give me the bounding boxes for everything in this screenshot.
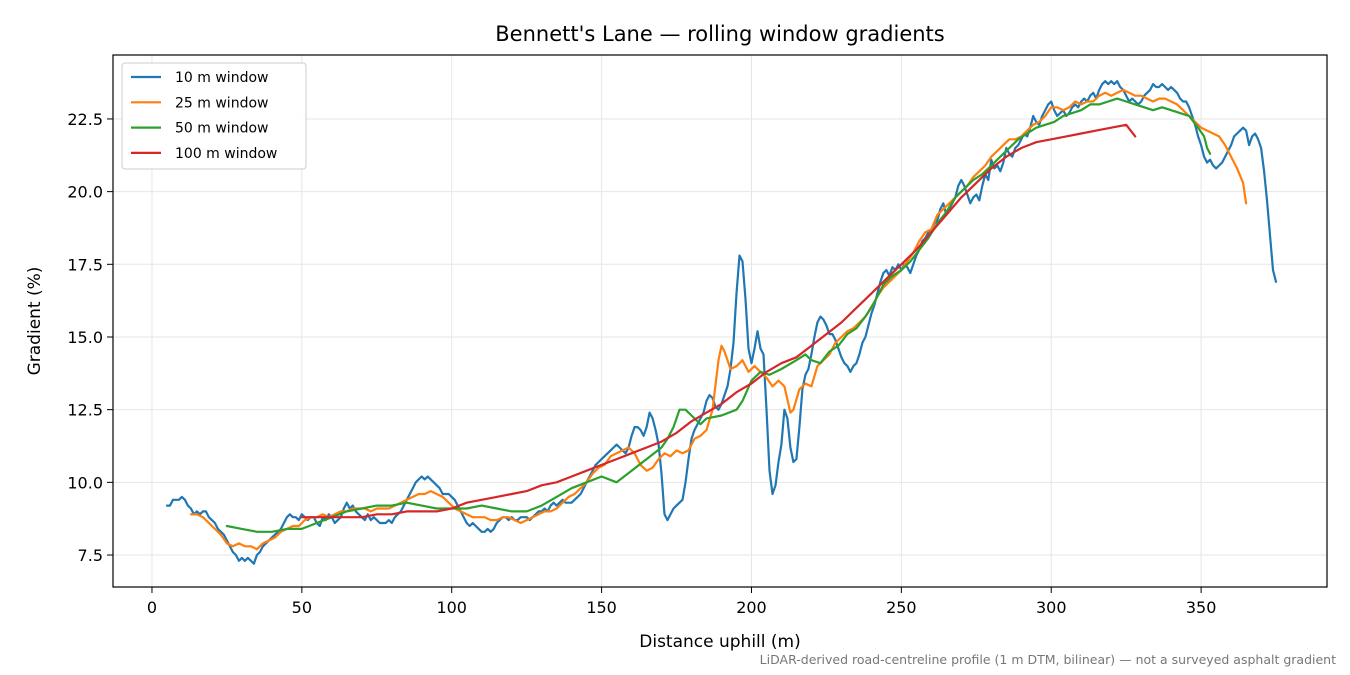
y-axis-ticks: 7.5 10.0 12.5 15.0 17.5 20.0 22.5 xyxy=(67,110,113,565)
plot-frame xyxy=(112,54,1328,588)
legend-label: 50 m window xyxy=(175,121,268,137)
y-tick-label: 10.0 xyxy=(67,473,103,492)
x-tick-label: 300 xyxy=(1036,598,1067,617)
legend-label: 25 m window xyxy=(175,95,268,111)
y-axis-label: Gradient (%) xyxy=(25,267,45,376)
x-tick-label: 100 xyxy=(436,598,467,617)
y-tick-label: 15.0 xyxy=(67,328,103,347)
x-tick-label: 200 xyxy=(736,598,767,617)
x-tick-label: 350 xyxy=(1186,598,1217,617)
series-layer xyxy=(165,80,1278,565)
grid-lines xyxy=(113,55,1327,587)
legend-label: 10 m window xyxy=(175,70,268,86)
y-tick-label: 7.5 xyxy=(78,546,103,565)
series-line-2 xyxy=(189,88,1248,551)
footnote: LiDAR-derived road-centreline profile (1… xyxy=(760,652,1336,667)
legend: 10 m window 25 m window 50 m window 100 m w… xyxy=(121,62,307,170)
y-tick-label: 12.5 xyxy=(67,401,103,420)
series-line-3 xyxy=(225,97,1212,533)
legend-label: 100 m window xyxy=(175,146,277,162)
y-tick-label: 22.5 xyxy=(67,110,103,129)
x-tick-label: 50 xyxy=(292,598,312,617)
y-tick-label: 17.5 xyxy=(67,255,103,274)
x-tick-label: 250 xyxy=(886,598,917,617)
series-line-1 xyxy=(165,80,1278,565)
x-tick-label: 150 xyxy=(586,598,617,617)
x-axis-label: Distance uphill (m) xyxy=(639,632,800,652)
x-axis-ticks: 0 50 100 150 200 250 300 350 xyxy=(147,587,1217,617)
legend-frame xyxy=(121,62,307,170)
chart-title: Bennett's Lane — rolling window gradient… xyxy=(495,22,944,46)
x-tick-label: 0 xyxy=(147,598,157,617)
y-tick-label: 20.0 xyxy=(67,183,103,202)
series-line-4 xyxy=(300,123,1137,519)
